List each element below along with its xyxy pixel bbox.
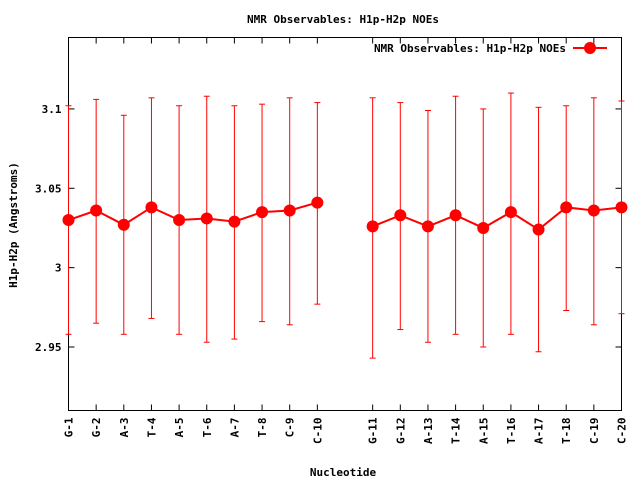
x-tick-label: G-2 [90,418,103,438]
x-tick-label: A-3 [118,418,131,438]
legend-marker [584,42,596,54]
x-tick-label: T-16 [505,417,518,444]
chart-title: NMR Observables: H1p-H2p NOEs [247,13,439,26]
data-point [560,201,573,214]
legend-label: NMR Observables: H1p-H2p NOEs [374,42,566,55]
y-tick-label: 2.95 [35,341,62,354]
x-tick-label: C-10 [311,418,324,445]
data-point [394,209,407,222]
data-point [228,215,241,228]
x-tick-label: T-18 [560,418,573,445]
x-tick-label: T-6 [201,417,214,437]
data-point [200,212,213,225]
y-tick-label: 3.1 [42,103,62,116]
data-point [421,220,434,233]
data-point [256,206,269,219]
x-tick-label: G-11 [367,417,380,444]
legend: NMR Observables: H1p-H2p NOEs [374,42,607,55]
data-point [504,206,517,219]
x-tick-label: C-9 [284,418,297,438]
data-point [145,201,158,214]
series-line [68,201,318,226]
x-tick-label: T-8 [256,418,269,438]
data-point [311,196,324,209]
x-tick-label: A-5 [173,418,186,438]
data-point [366,220,379,233]
x-tick-label: A-15 [477,418,490,445]
data-point [587,204,600,217]
x-axis-label: Nucleotide [310,466,377,479]
y-tick-label: 3.05 [35,182,62,195]
data-point [173,214,186,227]
x-tick-label: C-19 [588,418,601,445]
series-line [372,206,622,231]
data-point [615,201,628,214]
x-tick-label: T-4 [145,417,158,437]
x-tick-label: C-20 [616,418,629,445]
x-tick-label: A-7 [228,418,241,438]
data-point [449,209,462,222]
data-point [283,204,296,217]
x-tick-label: T-14 [450,417,463,444]
data-point [532,223,545,236]
y-tick-label: 3 [55,262,62,275]
x-tick-label: A-17 [533,418,546,445]
data-point [62,214,75,227]
data-point [477,221,490,234]
y-axis-label: H1p-H2p (Angstroms) [7,162,20,288]
data-point [117,218,130,231]
x-tick-label: G-1 [63,417,76,437]
data-point [90,204,103,217]
x-tick-label: A-13 [422,418,435,445]
x-tick-label: G-12 [394,418,407,445]
